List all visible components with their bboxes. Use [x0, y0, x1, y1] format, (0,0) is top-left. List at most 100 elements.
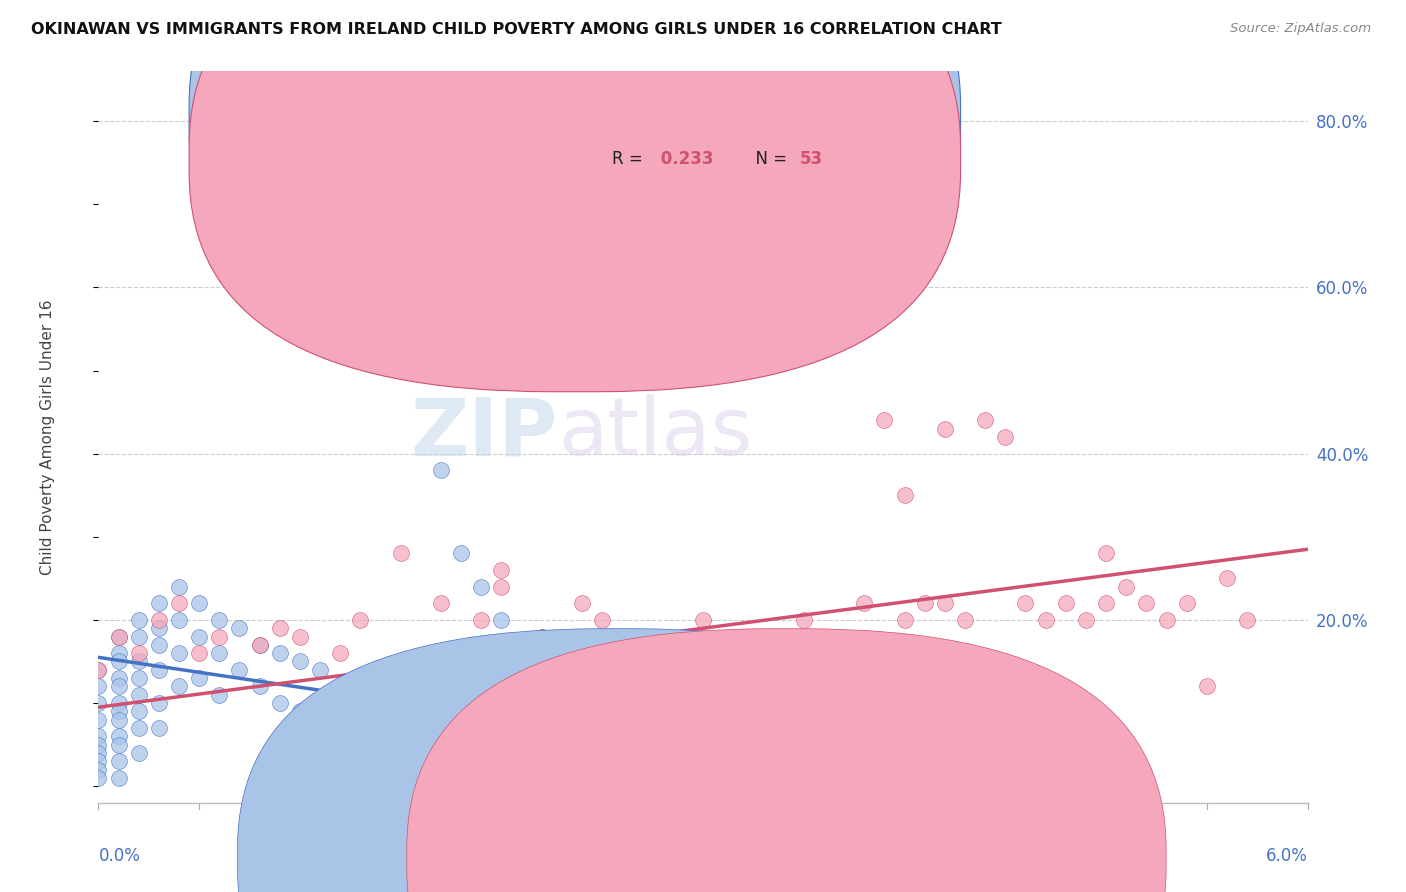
Point — [249, 638, 271, 652]
Point — [389, 721, 412, 735]
Point — [188, 646, 211, 660]
Point — [651, 646, 673, 660]
Point — [571, 655, 593, 669]
Text: 6.0%: 6.0% — [1265, 847, 1308, 864]
Point — [1135, 596, 1157, 610]
Point — [1156, 613, 1178, 627]
FancyBboxPatch shape — [406, 629, 1166, 892]
FancyBboxPatch shape — [534, 86, 903, 188]
Point — [107, 738, 129, 752]
Point — [752, 729, 775, 743]
Point — [288, 630, 311, 644]
Point — [87, 663, 110, 677]
Point — [450, 546, 472, 560]
Point — [914, 596, 936, 610]
Point — [631, 630, 654, 644]
Point — [692, 696, 714, 710]
Point — [167, 680, 190, 694]
Point — [148, 696, 170, 710]
Point — [389, 546, 412, 560]
Point — [128, 671, 150, 685]
Point — [87, 738, 110, 752]
Point — [167, 596, 190, 610]
Point — [1115, 580, 1137, 594]
Point — [167, 580, 190, 594]
Point — [430, 596, 453, 610]
Point — [651, 696, 673, 710]
FancyBboxPatch shape — [190, 0, 960, 392]
Point — [107, 646, 129, 660]
Point — [148, 613, 170, 627]
Text: atlas: atlas — [558, 394, 752, 473]
Point — [1074, 613, 1097, 627]
Point — [188, 671, 211, 685]
Point — [409, 729, 432, 743]
Point — [107, 630, 129, 644]
Point — [1216, 571, 1239, 585]
Point — [692, 713, 714, 727]
Point — [853, 596, 876, 610]
Point — [1014, 596, 1036, 610]
Point — [470, 613, 492, 627]
Point — [329, 646, 352, 660]
Point — [1236, 613, 1258, 627]
Point — [269, 696, 291, 710]
Text: 0.233: 0.233 — [655, 150, 713, 168]
Point — [208, 688, 231, 702]
Point — [107, 655, 129, 669]
Text: N =: N = — [745, 109, 793, 127]
Point — [87, 754, 110, 768]
Point — [288, 705, 311, 719]
Point — [148, 621, 170, 635]
Text: -0.132: -0.132 — [655, 109, 714, 127]
Text: OKINAWAN VS IMMIGRANTS FROM IRELAND CHILD POVERTY AMONG GIRLS UNDER 16 CORRELATI: OKINAWAN VS IMMIGRANTS FROM IRELAND CHIL… — [31, 22, 1001, 37]
Point — [148, 596, 170, 610]
Point — [349, 696, 371, 710]
Point — [1035, 613, 1057, 627]
Point — [228, 621, 250, 635]
Point — [128, 688, 150, 702]
Point — [107, 705, 129, 719]
Point — [128, 646, 150, 660]
Point — [491, 613, 513, 627]
Point — [148, 638, 170, 652]
Text: R =: R = — [613, 150, 648, 168]
Point — [793, 663, 815, 677]
Text: ZIP: ZIP — [411, 394, 558, 473]
Point — [309, 663, 332, 677]
Point — [208, 646, 231, 660]
Point — [87, 746, 110, 760]
Text: Child Poverty Among Girls Under 16: Child Poverty Among Girls Under 16 — [41, 300, 55, 574]
Point — [87, 763, 110, 777]
Point — [107, 754, 129, 768]
Point — [128, 746, 150, 760]
Point — [188, 630, 211, 644]
Point — [813, 630, 835, 644]
Point — [853, 746, 876, 760]
Point — [1095, 546, 1118, 560]
Point — [893, 613, 915, 627]
Point — [1175, 596, 1198, 610]
Point — [107, 630, 129, 644]
Point — [288, 655, 311, 669]
Text: Source: ZipAtlas.com: Source: ZipAtlas.com — [1230, 22, 1371, 36]
Text: 53: 53 — [800, 150, 823, 168]
Point — [87, 663, 110, 677]
Point — [208, 613, 231, 627]
Point — [370, 713, 392, 727]
Point — [530, 630, 553, 644]
Text: R =: R = — [613, 109, 648, 127]
Point — [974, 413, 997, 427]
Text: 71: 71 — [800, 109, 823, 127]
Text: N =: N = — [745, 150, 793, 168]
Point — [994, 430, 1017, 444]
Point — [107, 671, 129, 685]
Point — [188, 596, 211, 610]
Point — [167, 646, 190, 660]
Point — [228, 663, 250, 677]
Point — [107, 680, 129, 694]
Point — [470, 580, 492, 594]
Point — [87, 771, 110, 785]
Point — [107, 696, 129, 710]
Point — [148, 721, 170, 735]
